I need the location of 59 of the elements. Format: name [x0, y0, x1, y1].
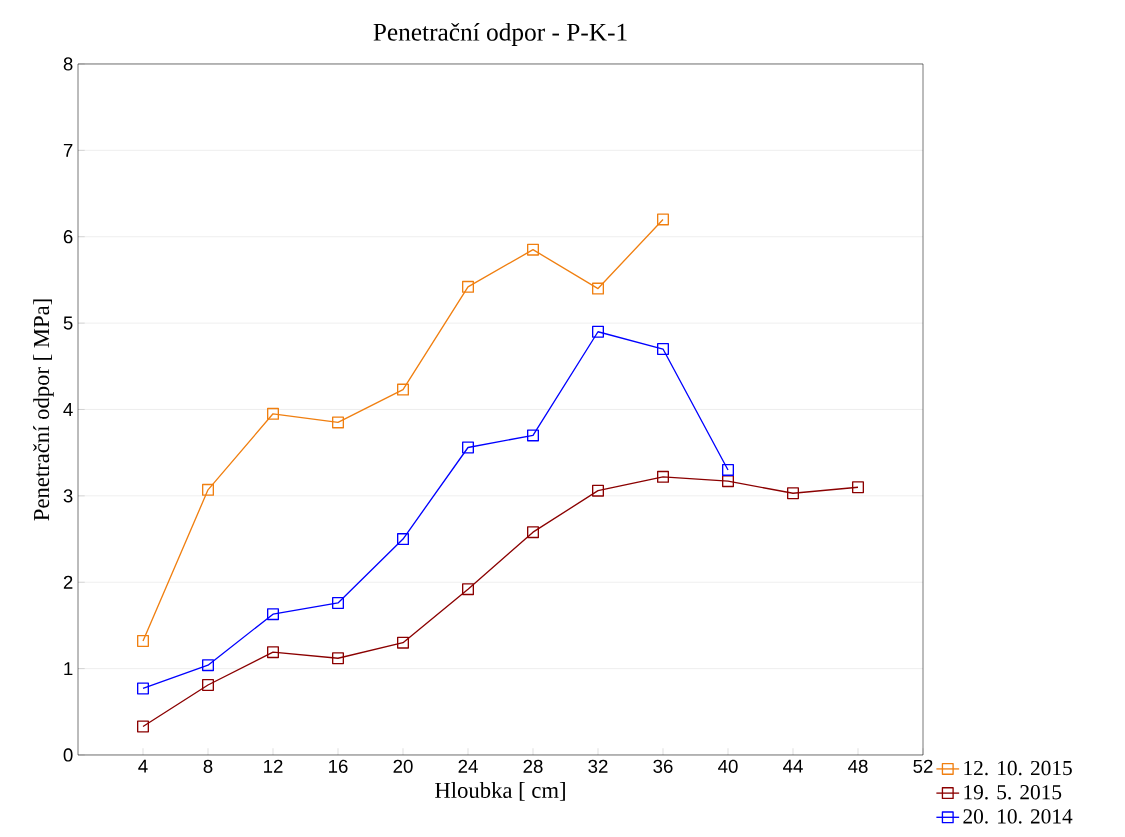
x-axis-title: Hloubka [ cm]	[435, 782, 565, 801]
point	[202, 483, 215, 496]
x-tick-label: 4	[138, 759, 148, 773]
point	[592, 325, 605, 338]
chart-title: Penetrační odpor - P-K-1	[373, 22, 627, 46]
point	[852, 481, 865, 494]
y-tick-label: 4	[63, 403, 73, 416]
legend-label: 12. 10. 2015	[964, 760, 1072, 776]
point	[462, 583, 475, 596]
point	[202, 679, 215, 692]
point	[527, 429, 540, 442]
x-tick-label: 20	[393, 759, 413, 773]
x-tick-label: 48	[848, 759, 868, 773]
point	[397, 533, 410, 546]
x-tick-label: 24	[458, 759, 478, 773]
point	[397, 383, 410, 396]
point	[137, 720, 150, 733]
point	[397, 636, 410, 649]
point	[332, 416, 345, 429]
point	[267, 646, 280, 659]
point	[657, 470, 670, 483]
y-tick-label: 3	[63, 489, 73, 503]
point	[722, 475, 735, 488]
point	[332, 652, 345, 665]
point	[462, 280, 475, 293]
y-tick-label: 0	[63, 748, 73, 762]
point	[592, 484, 605, 497]
point	[657, 343, 670, 356]
y-tick-label: 5	[63, 316, 73, 330]
x-tick-label: 52	[913, 759, 933, 773]
y-tick-label: 1	[64, 662, 73, 676]
x-tick-label: 36	[653, 759, 673, 773]
point	[137, 634, 150, 647]
y-tick-label: 6	[63, 230, 73, 244]
x-tick-label: 32	[588, 759, 608, 773]
y-tick-label: 8	[63, 57, 73, 71]
point	[462, 441, 475, 454]
point	[332, 596, 345, 609]
point	[787, 487, 800, 500]
y-axis-title: Penetrační odpor [ MPa]	[33, 299, 54, 521]
x-tick-label: 44	[783, 759, 803, 773]
x-tick-label: 16	[329, 759, 348, 773]
y-tick-label: 7	[63, 143, 73, 157]
point	[722, 463, 735, 476]
point	[202, 659, 215, 672]
x-tick-label: 12	[264, 759, 283, 773]
legend-label: 19. 5. 2015	[964, 785, 1062, 800]
legend-label: 20. 10. 2014	[963, 809, 1073, 824]
x-tick-label: 40	[718, 759, 738, 773]
point	[527, 243, 540, 256]
y-tick-label: 2	[63, 575, 73, 589]
point	[267, 407, 280, 420]
point	[137, 682, 150, 695]
point	[592, 282, 605, 295]
point	[267, 608, 280, 621]
point	[657, 213, 670, 226]
x-tick-label: 28	[523, 759, 543, 773]
point	[527, 526, 540, 539]
x-tick-label: 8	[203, 759, 213, 773]
